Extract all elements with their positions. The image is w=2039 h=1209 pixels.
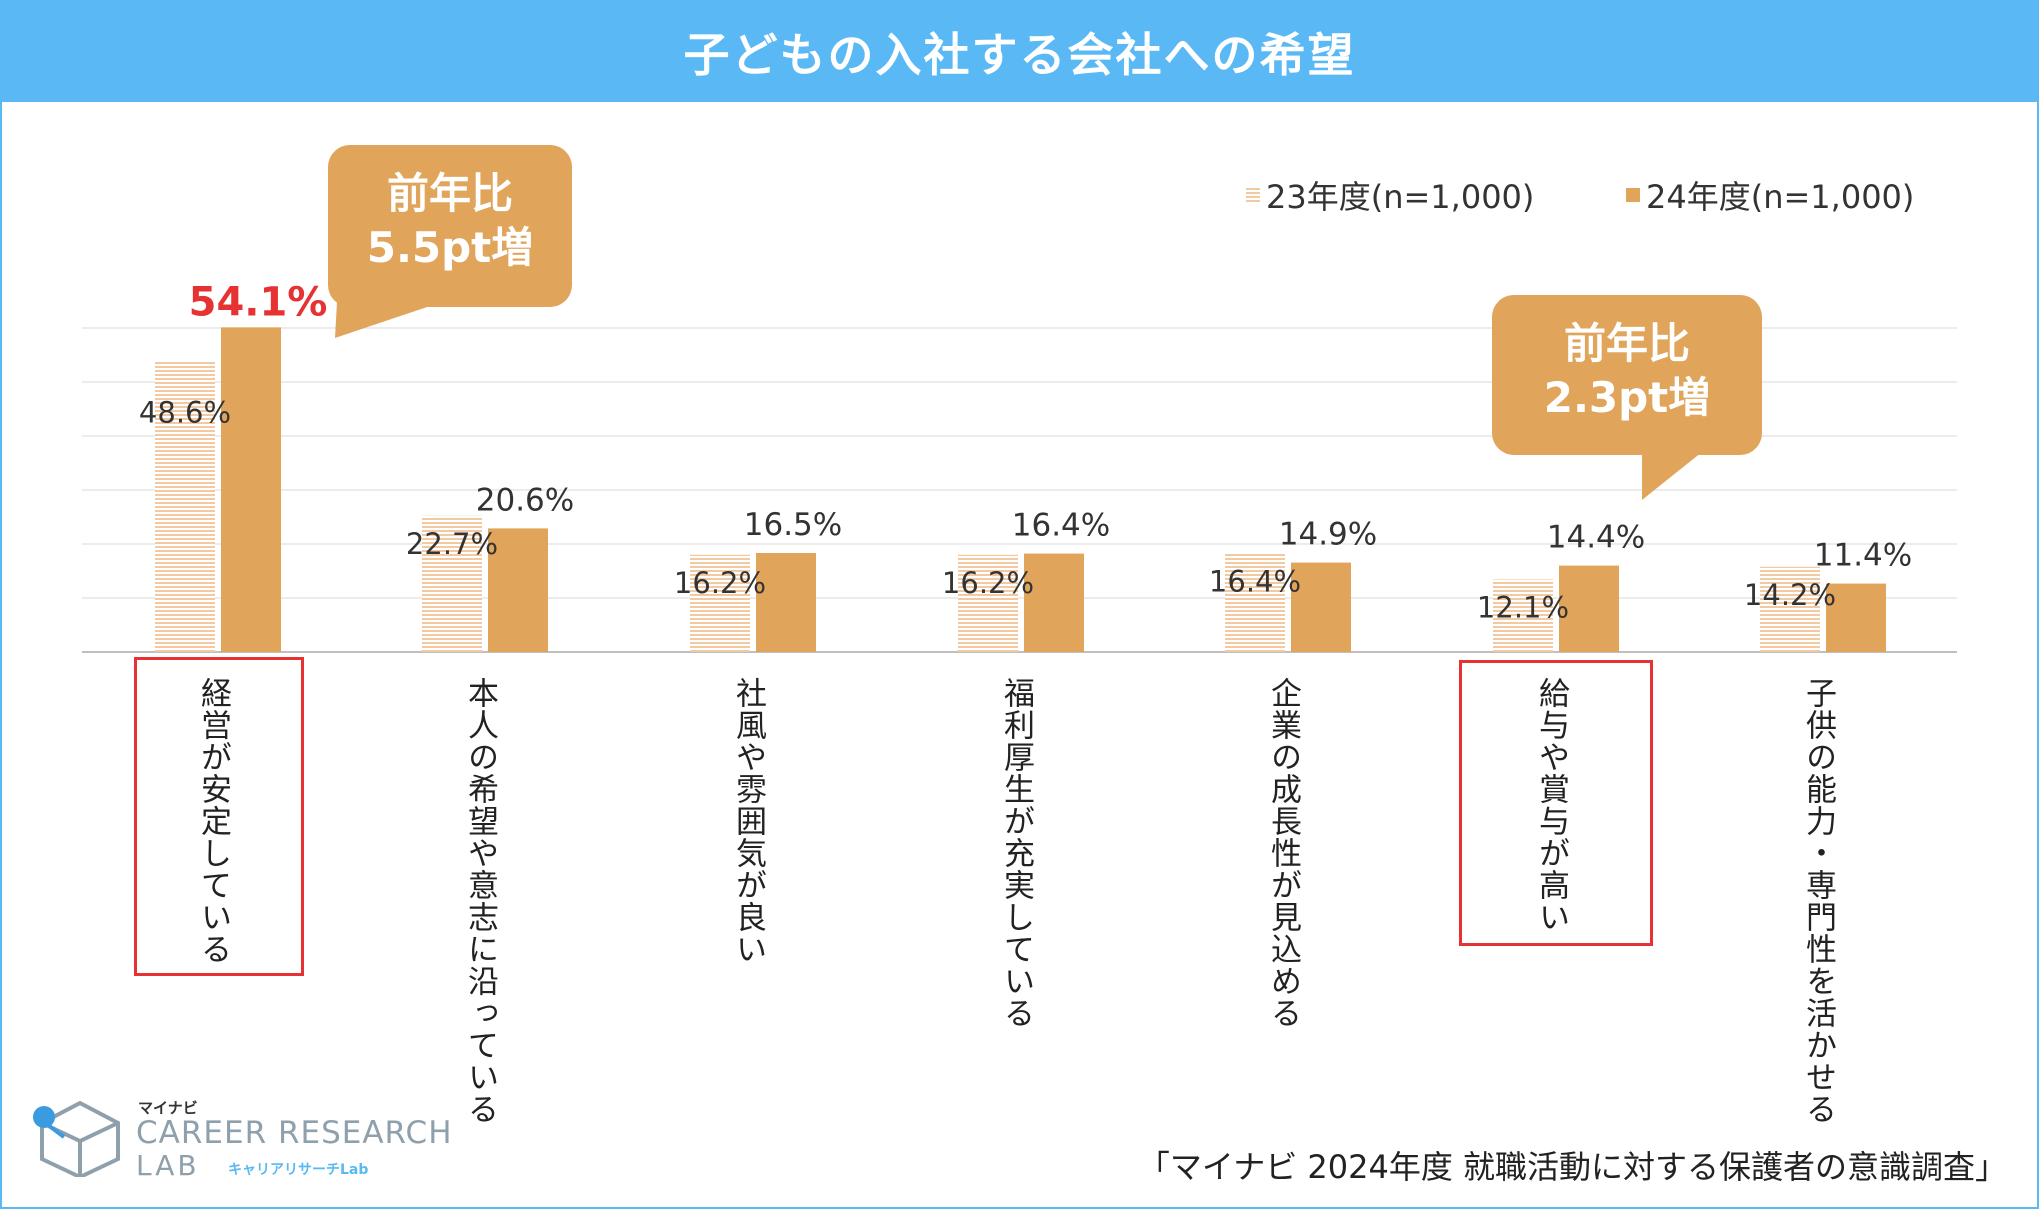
bar-24-6 — [1826, 583, 1886, 652]
value-label-24-0: 54.1% — [189, 279, 328, 325]
bar-23-5 — [1493, 579, 1553, 652]
value-label-24-4: 14.9% — [1279, 517, 1377, 553]
callout-growth-1: 前年比 5.5pt増 — [328, 145, 572, 307]
value-label-23-2: 16.2% — [674, 566, 766, 600]
bar-23-1 — [422, 515, 482, 652]
category-label-6: 子供の能力・専門性を活かせる — [1800, 677, 1837, 1125]
bar-23-4 — [1225, 553, 1285, 652]
source-note: 「マイナビ 2024年度 就職活動に対する保護者の意識調査」 — [1137, 1148, 2007, 1186]
logo-line2-sub: キャリアリサーチLab — [228, 1162, 369, 1178]
category-label-5: 給与や賞与が高い — [1533, 677, 1569, 933]
category-label-3: 福利厚生が充実している — [998, 677, 1035, 1029]
legend-label-24: 24年度(n=1,000) — [1646, 178, 1915, 216]
value-label-23-3: 16.2% — [942, 566, 1034, 600]
category-label-2: 社風や雰囲気が良い — [730, 677, 767, 965]
bar-24-2 — [756, 553, 816, 652]
callout-1-line1: 前年比 — [386, 169, 513, 218]
legend-swatch-24 — [1626, 188, 1640, 202]
callout-2-line2: 2.3pt増 — [1543, 373, 1711, 422]
logo-brand: マイナビ — [138, 1099, 198, 1117]
logo-line2: LAB — [136, 1149, 200, 1182]
legend-item-24: 24年度(n=1,000) — [1626, 172, 1914, 218]
value-label-23-0: 48.6% — [139, 395, 231, 429]
category-label-1: 本人の希望や意志に沿っている — [462, 677, 498, 1125]
legend-swatch-23 — [1246, 188, 1260, 202]
chart-title: 子どもの入社する会社への希望 — [2, 2, 2037, 102]
bar-23-6 — [1760, 566, 1820, 652]
value-label-23-4: 16.4% — [1209, 565, 1301, 599]
highlight-box-stability — [134, 657, 304, 976]
logo: マイナビ CAREER RESEARCH LAB キャリアリサーチLab — [30, 1097, 452, 1182]
value-label-24-5: 14.4% — [1547, 520, 1645, 556]
category-label-0: 経営が安定している — [195, 677, 232, 965]
bar-23-3 — [958, 554, 1018, 652]
bar-23-0 — [155, 360, 215, 652]
bar-24-1 — [488, 528, 548, 652]
logo-cube-icon — [33, 1100, 120, 1180]
value-label-23-1: 22.7% — [406, 527, 498, 561]
legend-label-23: 23年度(n=1,000) — [1266, 178, 1535, 216]
value-label-23-6: 14.2% — [1744, 578, 1836, 612]
category-label-4: 企業の成長性が見込める — [1265, 677, 1302, 1029]
value-label-24-6: 11.4% — [1814, 538, 1912, 574]
bar-24-0 — [221, 327, 281, 652]
highlight-box-salary — [1459, 660, 1653, 946]
logo-line1: CAREER RESEARCH — [136, 1115, 453, 1151]
bar-23-2 — [690, 554, 750, 652]
legend-item-23: 23年度(n=1,000) — [1246, 172, 1534, 218]
value-label-24-3: 16.4% — [1012, 508, 1110, 544]
bar-24-3 — [1024, 553, 1084, 652]
callout-2-tail — [1642, 452, 1702, 500]
value-label-24-2: 16.5% — [744, 507, 842, 543]
bar-24-5 — [1559, 565, 1619, 652]
callout-2-line1: 前年比 — [1563, 319, 1690, 368]
bar-24-4 — [1291, 562, 1351, 652]
value-label-23-5: 12.1% — [1477, 590, 1569, 624]
callout-1-tail — [335, 302, 442, 338]
callout-growth-2: 前年比 2.3pt増 — [1492, 295, 1762, 455]
value-label-24-1: 20.6% — [476, 482, 574, 518]
callout-1-line2: 5.5pt増 — [366, 223, 534, 272]
